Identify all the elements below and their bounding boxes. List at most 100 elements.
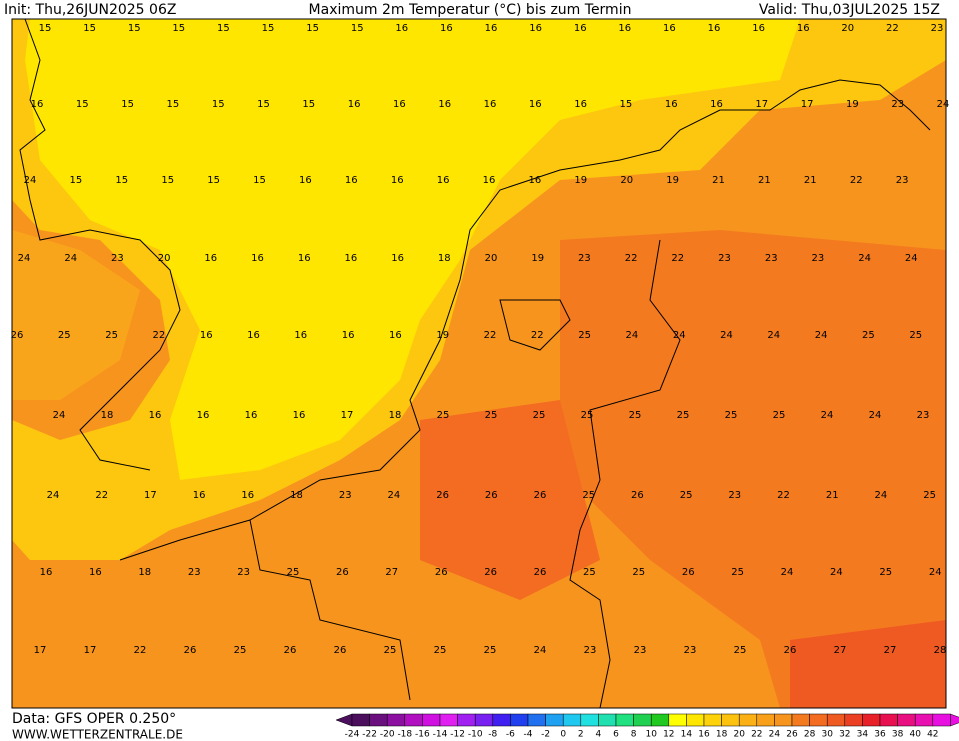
temperature-label: 22: [95, 490, 108, 501]
temperature-label: 24: [64, 253, 77, 264]
colorbar-label: 40: [909, 730, 921, 740]
temperature-label: 15: [115, 175, 128, 186]
temperature-label: 27: [385, 567, 398, 578]
colorbar-label: 14: [681, 730, 693, 740]
colorbar-box: [386, 713, 406, 727]
temperature-label: 16: [529, 23, 542, 34]
temperature-label: 22: [850, 175, 863, 186]
temperature-label: 26: [336, 567, 349, 578]
colorbar-box: [844, 713, 863, 727]
colorbar-box: [457, 713, 476, 727]
temperature-label: 18: [101, 410, 114, 421]
temperature-label: 23: [237, 567, 250, 578]
temperature-label: 16: [149, 410, 162, 421]
temperature-label: 16: [247, 330, 260, 341]
temperature-label: 16: [393, 99, 406, 110]
temperature-label: 25: [731, 567, 744, 578]
temperature-label: 18: [138, 567, 151, 578]
temperature-field: [12, 19, 946, 708]
temperature-label: 15: [167, 99, 180, 110]
colorbar-label: 12: [663, 730, 674, 740]
temperature-label: 16: [484, 99, 497, 110]
temperature-label: 24: [815, 330, 828, 341]
temperature-label: 26: [484, 567, 497, 578]
temperature-label: 15: [253, 175, 266, 186]
temperature-label: 24: [767, 330, 780, 341]
temperature-label: 15: [39, 23, 52, 34]
temperature-label: 22: [777, 490, 790, 501]
temperature-label: 16: [345, 175, 358, 186]
temperature-label: 22: [134, 645, 147, 656]
temperature-label: 25: [384, 645, 397, 656]
colorbar-box: [598, 713, 617, 727]
colorbar-box: [650, 713, 670, 727]
colorbar-label: 20: [733, 730, 745, 740]
colorbar-label: -22: [362, 730, 377, 740]
temperature-label: 22: [531, 330, 544, 341]
colorbar-label: 34: [857, 730, 869, 740]
colorbar-box: [756, 713, 775, 727]
temperature-label: 26: [11, 330, 24, 341]
temperature-label: 25: [680, 490, 693, 501]
temperature-label: 25: [485, 410, 498, 421]
temperature-label: 15: [302, 99, 315, 110]
temperature-label: 24: [781, 567, 794, 578]
colorbar-label: -16: [415, 730, 430, 740]
temperature-label: 16: [245, 410, 258, 421]
colorbar-box: [422, 713, 441, 727]
temperature-label: 16: [483, 175, 496, 186]
temperature-label: 16: [389, 330, 402, 341]
temperature-label: 16: [348, 99, 361, 110]
colorbar-arrow-right: [950, 713, 959, 727]
temperature-label: 16: [618, 23, 631, 34]
temperature-label: 22: [625, 253, 638, 264]
temperature-label: 15: [121, 99, 134, 110]
temperature-label: 15: [351, 23, 364, 34]
temperature-label: 26: [284, 645, 297, 656]
temperature-label: 24: [821, 410, 834, 421]
colorbar-box: [615, 713, 634, 727]
temperature-label: 16: [299, 175, 312, 186]
temperature-label: 17: [341, 410, 354, 421]
coastlines: [19, 18, 931, 709]
temperature-label: 15: [70, 175, 83, 186]
temperature-label: 16: [89, 567, 102, 578]
colorbar-box: [369, 713, 388, 727]
temperature-label: 24: [830, 567, 843, 578]
temperature-label: 23: [634, 645, 647, 656]
temperature-label: 24: [929, 567, 942, 578]
temperature-label: 25: [533, 410, 546, 421]
colorbar-label: 32: [839, 730, 850, 740]
colorbar-box: [562, 713, 582, 727]
colorbar-box: [439, 713, 458, 727]
temperature-label: 19: [574, 175, 587, 186]
temperature-label: 24: [47, 490, 60, 501]
temperature-label: 15: [83, 23, 96, 34]
temperature-label: 23: [917, 410, 930, 421]
colorbar-label: 38: [892, 730, 904, 740]
temperature-label: 26: [534, 490, 547, 501]
colorbar-box: [738, 713, 758, 727]
colorbar: -24 -22 -20 -18 -16 -14 -12 -10 -8 -6 -4 -2 0 2 4 6 8 10 1…: [335, 713, 959, 740]
colorbar-box: [527, 713, 546, 727]
field-hot: [420, 400, 600, 600]
temperature-label: 24: [53, 410, 66, 421]
temperature-label: 21: [826, 490, 839, 501]
colorbar-label: 42: [927, 730, 938, 740]
temperature-label: 16: [395, 23, 408, 34]
temperature-label: 15: [257, 99, 270, 110]
temperature-label: 23: [684, 645, 697, 656]
temperature-label: 19: [436, 330, 449, 341]
temperature-label: 16: [204, 253, 217, 264]
temperature-label: 16: [197, 410, 210, 421]
temperature-label: 16: [440, 23, 453, 34]
temperature-label: 20: [841, 23, 854, 34]
temperature-label: 15: [161, 175, 174, 186]
temperature-label: 16: [251, 253, 264, 264]
colorbar-box: [809, 713, 828, 727]
colorbar-box: [686, 713, 705, 727]
temperature-label: 26: [485, 490, 498, 501]
temperature-label: 20: [158, 253, 171, 264]
temperature-label: 16: [31, 99, 44, 110]
